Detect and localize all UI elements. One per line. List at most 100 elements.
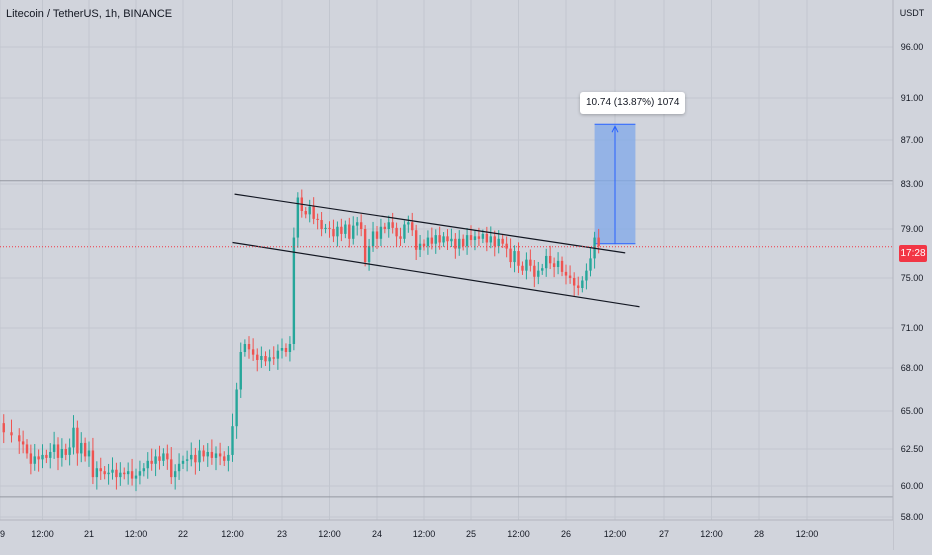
candle-down — [158, 456, 161, 461]
candle-up — [541, 268, 544, 271]
candle-down — [210, 451, 214, 458]
candle-up — [239, 352, 242, 390]
candle-up — [107, 472, 110, 475]
candle-down — [493, 236, 496, 247]
candle-down — [533, 265, 536, 277]
candle-up — [403, 224, 406, 239]
candle-down — [45, 454, 48, 458]
candle-down — [272, 357, 275, 359]
candle-down — [340, 226, 343, 234]
candle-down — [264, 356, 267, 362]
candle-down — [37, 456, 40, 460]
candle-down — [383, 226, 387, 229]
price-tick-label: 79.00 — [901, 224, 924, 234]
candle-down — [572, 278, 576, 286]
candle-up — [72, 427, 75, 448]
candle-up — [227, 454, 230, 461]
candle-up — [481, 233, 485, 239]
candle-up — [235, 389, 238, 427]
candle-down — [552, 263, 556, 267]
candle-up — [371, 231, 375, 247]
candle-down — [422, 243, 426, 247]
candle-up — [473, 236, 477, 241]
candle-down — [103, 471, 106, 475]
candle-up — [162, 453, 165, 461]
candle-up — [177, 463, 181, 472]
time-tick-label: 12:00 — [507, 529, 530, 539]
candle-up — [537, 270, 540, 277]
candle-down — [76, 427, 79, 454]
candle-down — [564, 271, 568, 276]
candle-down — [123, 472, 126, 475]
candle-down — [130, 471, 134, 479]
candle-up — [585, 270, 588, 281]
price-tick-label: 75.00 — [901, 273, 924, 283]
price-tick-label: 58.00 — [901, 512, 924, 522]
candle-up — [292, 237, 296, 344]
candle-down — [166, 453, 169, 460]
time-tick-label: 12:00 — [604, 529, 627, 539]
candle-up — [407, 222, 410, 225]
price-tick-label: 60.00 — [901, 481, 924, 491]
candle-up — [134, 475, 138, 479]
candle-up — [379, 226, 383, 239]
time-tick-label: 26 — [561, 529, 571, 539]
candle-down — [548, 255, 552, 264]
candle-up — [146, 460, 149, 469]
candle-down — [521, 265, 524, 271]
measure-tooltip: 10.74 (13.87%) 1074 — [580, 92, 686, 114]
candle-down — [332, 229, 335, 237]
candle-down — [391, 222, 394, 228]
candle-down — [150, 460, 153, 464]
candle-up — [324, 227, 327, 229]
candle-down — [256, 354, 259, 360]
candle-down — [316, 218, 319, 220]
candle-up — [288, 344, 292, 352]
time-tick-label: 22 — [178, 529, 188, 539]
candle-up — [308, 206, 311, 215]
time-tick-label: 21 — [84, 529, 94, 539]
candle-up — [214, 453, 218, 458]
candle-down — [21, 441, 25, 445]
candle-down — [56, 444, 60, 458]
candle-up — [497, 238, 500, 247]
candle-down — [469, 235, 473, 241]
candle-up — [426, 237, 430, 247]
time-tick-label: 12:00 — [318, 529, 341, 539]
currency-label: USDT — [900, 8, 925, 18]
candle-down — [505, 243, 508, 249]
candle-up — [489, 236, 492, 243]
candle-up — [268, 357, 271, 362]
candle-up — [296, 197, 300, 238]
candle-up — [119, 472, 122, 478]
candle-down — [411, 222, 414, 231]
candle-down — [251, 349, 255, 355]
candle-down — [568, 275, 572, 278]
candle-up — [33, 456, 36, 464]
candle-down — [414, 230, 418, 250]
candle-up — [206, 451, 209, 457]
candle-up — [556, 260, 560, 267]
candle-up — [589, 258, 592, 271]
candle-up — [387, 222, 390, 229]
candle-up — [60, 449, 64, 458]
chart-title: Litecoin / TetherUS, 1h, BINANCE — [6, 8, 173, 20]
candle-down — [284, 348, 288, 352]
candle-up — [231, 426, 234, 455]
price-tick-label: 62.50 — [901, 444, 924, 454]
time-tick-label: 25 — [466, 529, 476, 539]
candle-down — [399, 236, 402, 239]
candle-up — [276, 350, 280, 359]
candle-down — [597, 237, 600, 247]
candle-up — [450, 238, 453, 242]
candle-down — [509, 248, 512, 263]
candle-down — [10, 432, 13, 436]
time-tick-label: 27 — [659, 529, 669, 539]
candle-down — [25, 444, 29, 454]
current-price-countdown: 17:28 — [899, 245, 927, 262]
candle-up — [181, 460, 185, 464]
candle-down — [312, 206, 315, 219]
time-tick-label: 12:00 — [221, 529, 244, 539]
